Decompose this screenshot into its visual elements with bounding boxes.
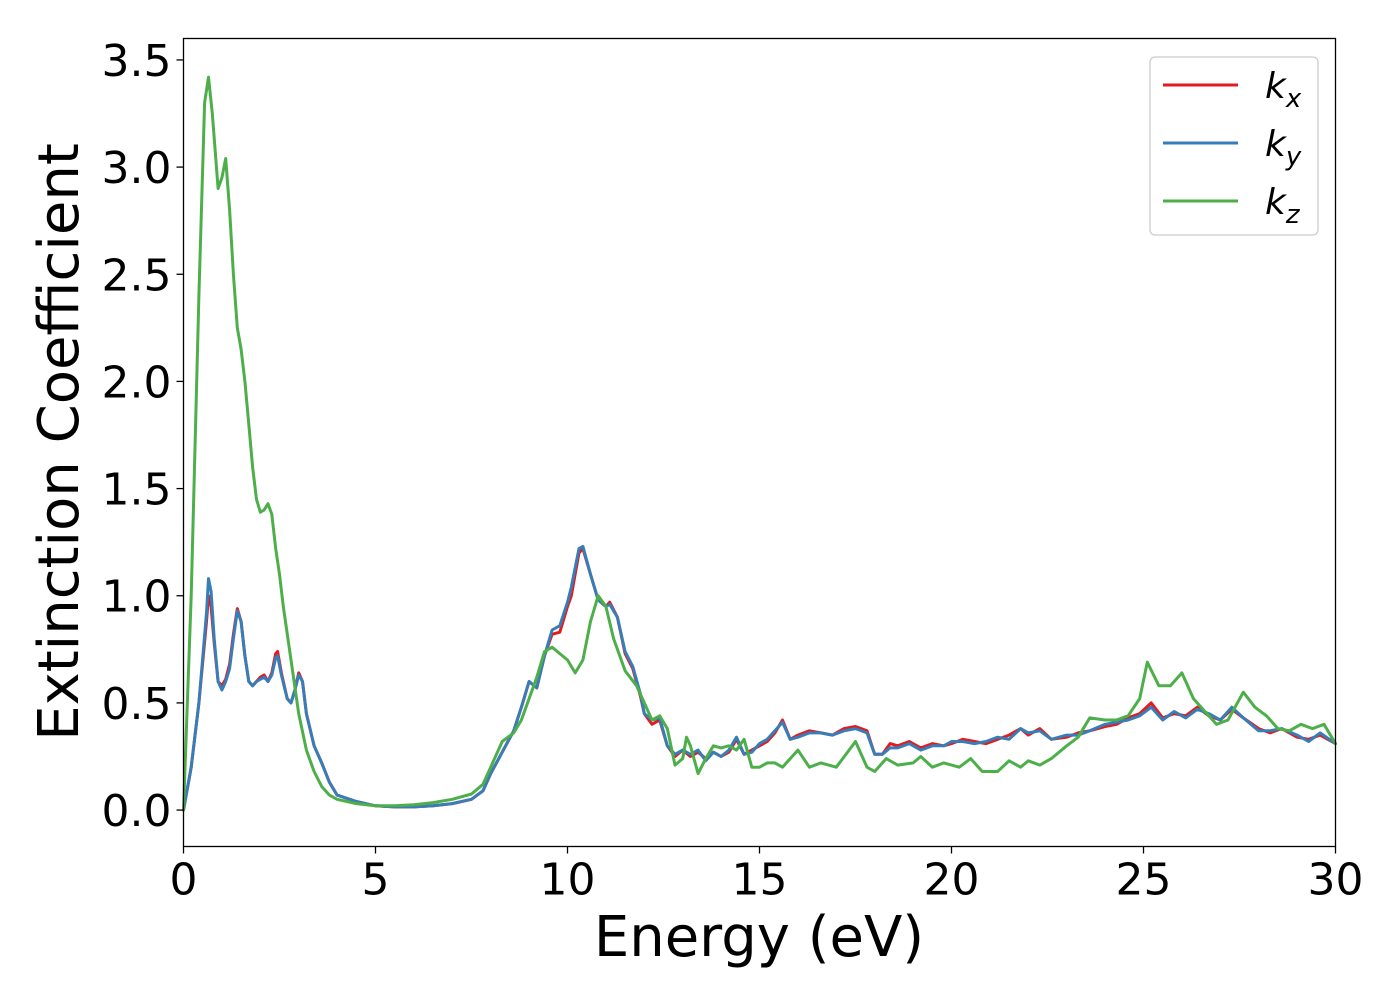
ticks-layer: 0 5 10 15 20 25 30 0.0 0.5 1.0 1.5 2.0 2.5 3.0 3.5	[102, 36, 1364, 906]
legend-label-ky: ky	[1265, 124, 1302, 172]
x-tick-label: 10	[540, 855, 596, 906]
series-line-kz	[182, 75, 1337, 812]
legend-label-kx: kx	[1265, 66, 1302, 114]
legend-label-kz: kz	[1265, 182, 1301, 230]
x-tick-label: 25	[1116, 855, 1172, 906]
legend-box	[1149, 56, 1319, 236]
y-tick-label: 0.0	[102, 786, 172, 837]
legend: kx ky kz	[1149, 56, 1319, 236]
y-tick-label: 2.5	[102, 250, 172, 301]
series-layer	[182, 75, 1337, 812]
legend-items: kx ky kz	[1163, 66, 1302, 230]
y-tick-label: 2.0	[102, 357, 172, 408]
x-tick-label: 0	[170, 855, 198, 906]
y-tick-label: 1.0	[102, 572, 172, 623]
y-tick-label: 3.0	[102, 143, 172, 194]
y-tick-label: 0.5	[102, 679, 172, 730]
x-tick-label: 30	[1308, 855, 1364, 906]
y-tick-label: 3.5	[102, 36, 172, 87]
x-tick-label: 5	[362, 855, 390, 906]
x-tick-label: 15	[732, 855, 788, 906]
x-tick-label: 20	[924, 855, 980, 906]
y-tick-label: 1.5	[102, 465, 172, 516]
x-axis-title: Energy (eV)	[594, 905, 924, 970]
y-axis-title: Extinction Coefficient	[27, 143, 92, 741]
